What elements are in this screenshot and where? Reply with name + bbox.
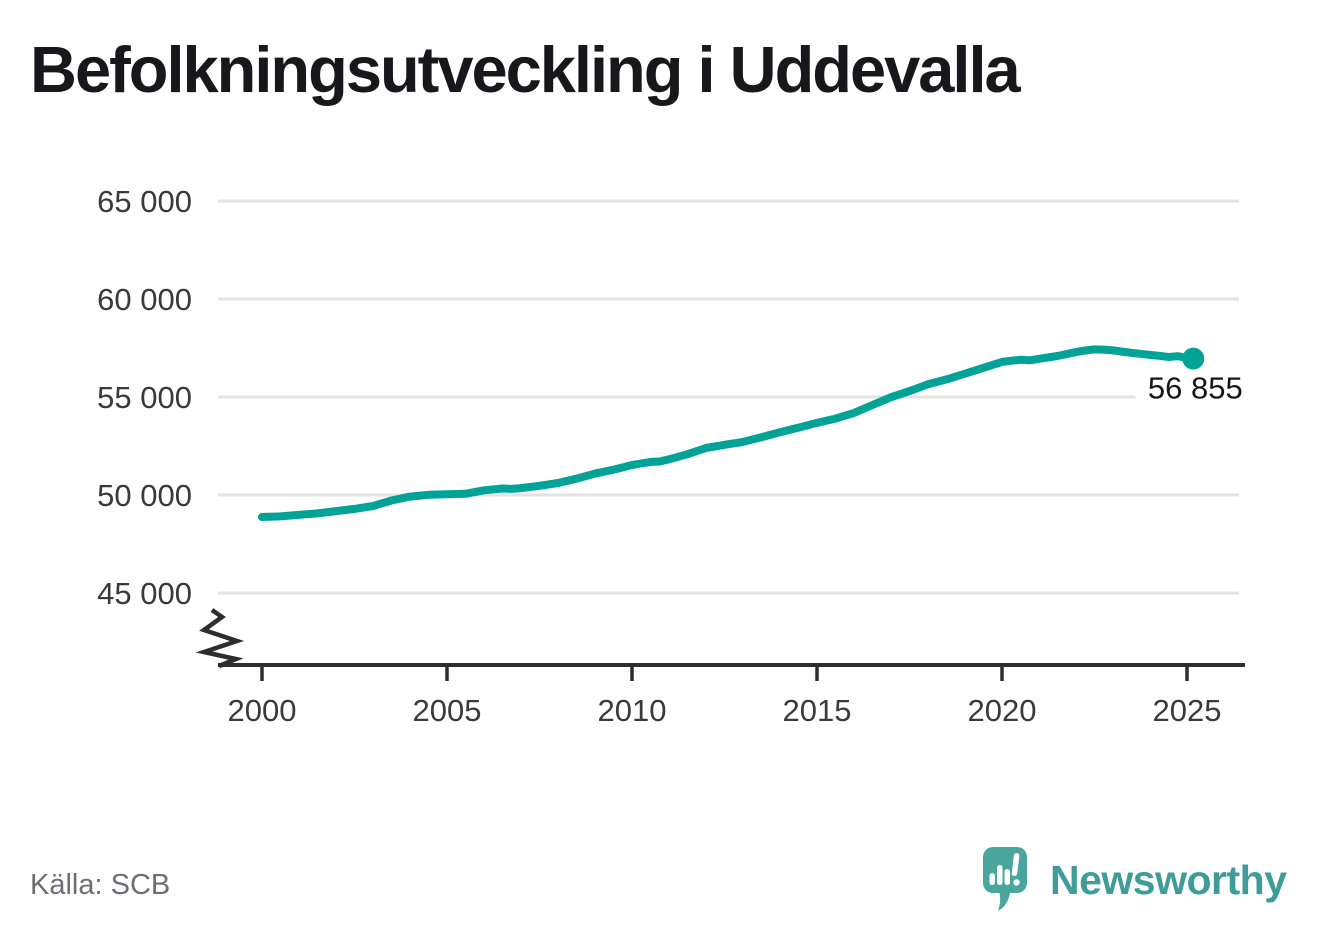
y-axis-break-zigzag-icon: [195, 608, 245, 669]
newsworthy-bubble-icon: [983, 847, 1027, 911]
x-axis-label: 2005: [413, 693, 482, 728]
y-axis-label: 65 000: [97, 184, 192, 219]
x-axis-label: 2020: [968, 693, 1037, 728]
y-axis-label: 60 000: [97, 282, 192, 317]
x-axis-label: 2010: [598, 693, 667, 728]
y-axis-label: 55 000: [97, 380, 192, 415]
gridlines: [218, 199, 1239, 595]
x-axis-labels: 2000 2005 2010 2015 2020 2025: [228, 693, 1222, 728]
population-line-series: [258, 345, 1198, 521]
x-axis-label: 2000: [228, 693, 297, 728]
last-value-dot: [1182, 347, 1205, 370]
brand-logo: Newsworthy: [981, 845, 1287, 915]
y-axis-labels: 65 000 60 000 55 000 50 000 45 000: [97, 184, 192, 611]
page-title: Befolkningsutveckling i Uddevalla: [30, 33, 1021, 106]
x-axis-label: 2025: [1153, 693, 1222, 728]
y-axis-label: 50 000: [97, 478, 192, 513]
end-label-background: [1135, 370, 1254, 407]
x-axis-label: 2015: [783, 693, 852, 728]
x-axis-ticks: [260, 665, 1189, 681]
y-axis-label: 45 000: [97, 576, 192, 611]
source-note: Källa: SCB: [30, 869, 171, 901]
brand-wordmark: Newsworthy: [1050, 856, 1287, 903]
last-value-label: 56 855: [1148, 371, 1243, 406]
